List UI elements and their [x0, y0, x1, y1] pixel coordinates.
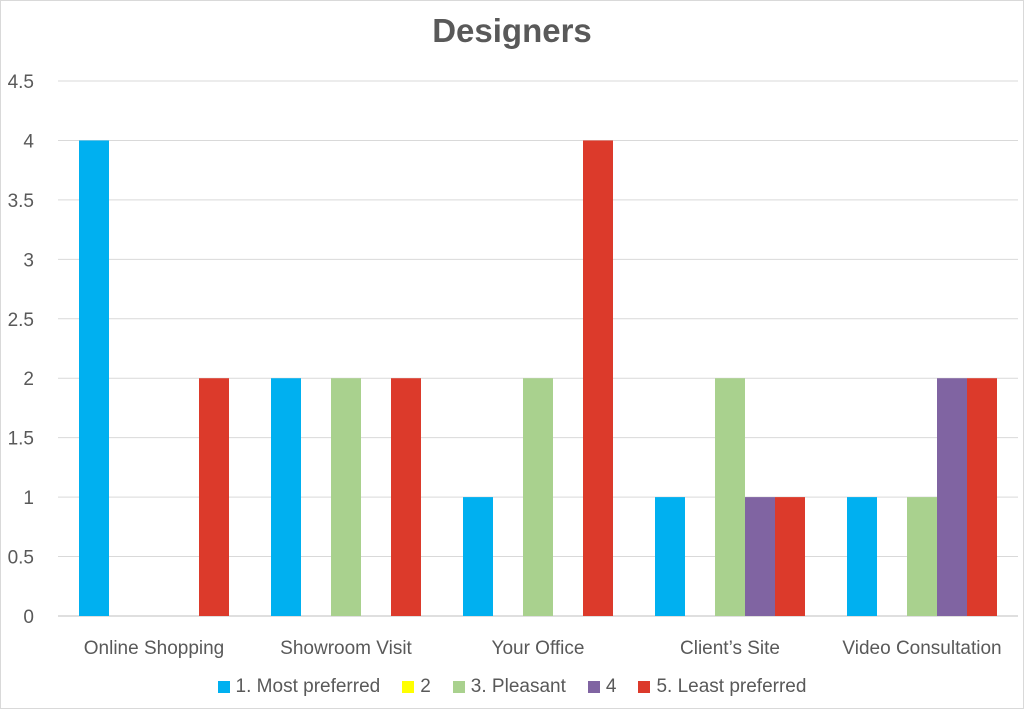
bar — [937, 378, 967, 616]
bar — [583, 140, 613, 616]
y-tick-label: 1 — [23, 488, 34, 509]
legend: 1. Most preferred 2 3. Pleasant 4 5. Least p… — [0, 676, 1024, 698]
bar — [79, 140, 109, 616]
chart-title: Designers — [432, 12, 592, 49]
y-tick-label: 0 — [23, 607, 34, 628]
x-tick-label: Your Office — [492, 638, 585, 659]
legend-swatch — [587, 681, 600, 693]
bar — [775, 497, 805, 616]
legend-swatch — [402, 681, 415, 693]
y-tick-label: 0.5 — [8, 548, 34, 569]
x-tick-label: Showroom Visit — [280, 638, 412, 659]
y-tick-label: 4.5 — [8, 72, 34, 93]
bar — [199, 378, 229, 616]
legend-swatch — [217, 681, 230, 693]
y-tick-label: 1.5 — [8, 429, 34, 450]
bar — [391, 378, 421, 616]
x-tick-label: Video Consultation — [842, 638, 1001, 659]
y-tick-label: 3.5 — [8, 191, 34, 212]
bar — [463, 497, 493, 616]
bar — [331, 378, 361, 616]
bar — [523, 378, 553, 616]
legend-label: 1. Most preferred — [235, 676, 381, 697]
y-tick-label: 3 — [23, 250, 34, 271]
bar — [967, 378, 997, 616]
legend-label: 4 — [605, 676, 617, 697]
bar — [745, 497, 775, 616]
legend-swatch — [452, 681, 465, 693]
y-tick-label: 4 — [23, 131, 34, 152]
bar — [715, 378, 745, 616]
legend-item: 2 — [402, 676, 431, 698]
bar — [271, 378, 301, 616]
bar — [655, 497, 685, 616]
legend-item: 4 — [587, 676, 617, 698]
x-tick-label: Online Shopping — [84, 638, 225, 659]
bar — [847, 497, 877, 616]
legend-label: 2 — [420, 676, 431, 697]
legend-swatch — [638, 681, 651, 693]
legend-label: 3. Pleasant — [470, 676, 566, 697]
y-tick-label: 2.5 — [8, 310, 34, 331]
legend-item: 5. Least preferred — [638, 676, 806, 698]
legend-item: 3. Pleasant — [452, 676, 566, 698]
x-tick-label: Client’s Site — [680, 638, 780, 659]
y-tick-label: 2 — [23, 369, 34, 390]
legend-item: 1. Most preferred — [217, 676, 381, 698]
bar — [907, 497, 937, 616]
legend-label: 5. Least preferred — [656, 676, 807, 697]
